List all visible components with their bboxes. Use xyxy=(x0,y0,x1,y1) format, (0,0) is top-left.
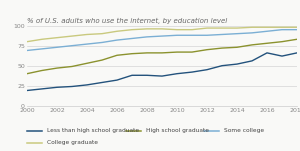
Text: Less than high school graduate: Less than high school graduate xyxy=(46,128,139,133)
Text: Some college: Some college xyxy=(224,128,264,133)
Text: High school graduate: High school graduate xyxy=(146,128,208,133)
Text: % of U.S. adults who use the internet, by education level: % of U.S. adults who use the internet, b… xyxy=(27,18,227,24)
Text: College graduate: College graduate xyxy=(46,140,98,145)
